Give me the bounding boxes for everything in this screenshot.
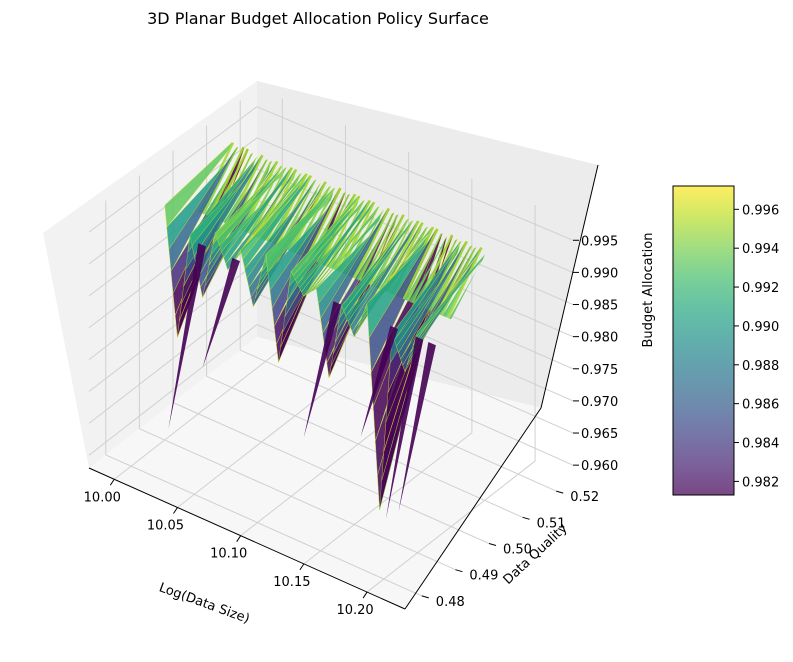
surface-top-strip: [404, 236, 441, 301]
x-tick-mark: [236, 535, 242, 542]
floor-pane: [89, 337, 541, 609]
surface-top-strip: [354, 208, 390, 279]
surface-top-strip: [339, 201, 376, 273]
surface-spike: [303, 301, 342, 438]
y-tick-mark: [455, 569, 463, 573]
z-tick-label: 0.995: [581, 234, 618, 249]
y-tick-label: 0.52: [570, 490, 599, 505]
axis-panes: [43, 81, 598, 609]
surface-top-strip: [362, 214, 399, 283]
surface-top-strip: [326, 203, 363, 268]
z-axis-label: Budget Allocation: [641, 233, 656, 348]
surface-top-strip: [436, 245, 473, 314]
surface-top-strip: [432, 240, 468, 313]
surface-spike: [398, 341, 436, 512]
grid-line: [256, 324, 574, 466]
x-axis-line: [88, 467, 406, 610]
z-tick-label: 0.965: [581, 427, 618, 442]
surface-spike: [202, 257, 240, 368]
x-tick-mark: [362, 591, 368, 599]
z-tick-label: 0.990: [581, 266, 618, 281]
y-tick-mark: [522, 516, 530, 520]
surface-top-strip: [408, 239, 445, 303]
colorbar-tick-label: 0.994: [742, 242, 779, 257]
grid-line: [172, 402, 490, 544]
surface: [164, 142, 485, 520]
colorbar-fill: [672, 185, 735, 496]
y-tick-label: 0.50: [503, 543, 532, 558]
z-tick-label: 0.960: [581, 459, 618, 474]
grid-line: [105, 454, 423, 597]
z-axis-line: [540, 164, 599, 409]
y-tick-mark: [488, 543, 497, 546]
surface-top-strip: [356, 215, 392, 280]
x-tick-label: 10.10: [210, 547, 247, 562]
surface-top-strip: [360, 219, 397, 282]
x-tick-mark: [173, 507, 178, 514]
grid-line: [206, 375, 523, 518]
y-axis-line: [404, 407, 542, 610]
x-axis-label: Log(Data Size): [157, 580, 252, 627]
surface-top-strip: [442, 254, 479, 317]
axes: 10.00 10.05 10.10 10.15 10.20 0.48 0.49 0.50 0.5…: [84, 164, 618, 618]
x-tick-mark: [299, 563, 305, 571]
colorbar-tick-label: 0.990: [742, 320, 779, 335]
surface-top-strip: [406, 233, 443, 302]
surface-spike: [385, 336, 424, 520]
surface-top-strip: [238, 167, 275, 230]
z-tick-label: 0.970: [581, 395, 618, 410]
grid-line: [256, 137, 574, 273]
surface-top-strip: [305, 187, 342, 259]
surface-top-strip: [448, 254, 485, 320]
z-tick-label: 0.980: [581, 331, 618, 346]
colorbar-tick-label: 0.992: [742, 281, 779, 296]
colorbar-tick-label: 0.984: [742, 437, 779, 452]
x-tick-label: 10.20: [336, 603, 373, 618]
surface-top-strip: [373, 218, 409, 288]
y-tick-mark: [421, 595, 429, 599]
x-tick-label: 10.05: [147, 518, 184, 533]
y-tick-mark: [556, 490, 564, 494]
z-tick-label: 0.985: [581, 299, 618, 314]
surface-top-strip: [413, 241, 449, 305]
surface-spike: [168, 243, 206, 429]
grid-line: [139, 428, 456, 571]
colorbar-tick-label: 0.986: [742, 398, 779, 413]
surface-top-strip: [371, 221, 407, 287]
colorbar-tick-label: 0.996: [742, 203, 779, 218]
y-tick-label: 0.51: [537, 516, 566, 531]
surface-top-strip: [223, 161, 260, 224]
surface-spike: [360, 325, 398, 437]
colorbar: 0.982 0.984 0.986 0.988 0.990 0.992 0.994 0.996: [672, 185, 779, 496]
surface-top-strip: [402, 228, 439, 300]
x-tick-label: 10.15: [273, 575, 310, 590]
x-tick-label: 10.00: [84, 490, 121, 505]
z-tick-label: 0.975: [581, 363, 618, 378]
y-tick-label: 0.49: [469, 569, 498, 584]
chart-title: 3D Planar Budget Allocation Policy Surfa…: [147, 9, 489, 28]
colorbar-tick-label: 0.988: [742, 359, 779, 374]
grid-line: [88, 106, 258, 233]
colorbar-tick-label: 0.982: [742, 475, 779, 490]
surface-top-strip: [278, 182, 315, 247]
surface-top-strip: [358, 212, 395, 281]
x-tick-mark: [109, 479, 115, 486]
surface-top-strip: [411, 236, 447, 304]
surface-strip: [415, 254, 485, 339]
surface-top-strip: [379, 227, 416, 290]
grid-line: [256, 106, 574, 241]
surface-top-strip: [267, 180, 304, 243]
surface-top-strip: [202, 146, 239, 215]
surface-top-strip: [446, 247, 483, 319]
grid-line: [88, 324, 258, 456]
grid-line: [88, 293, 258, 424]
surface-top-strip: [204, 153, 241, 216]
y-tick-label: 0.48: [436, 595, 465, 610]
surface-top-strip: [208, 146, 245, 218]
